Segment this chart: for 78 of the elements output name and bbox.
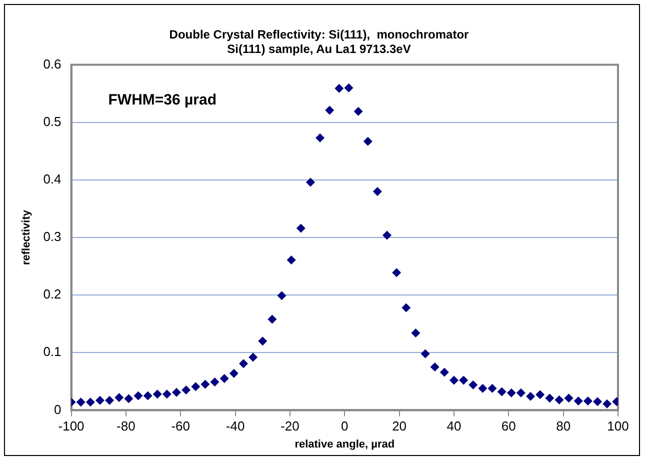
y-tick-label: 0: [54, 402, 62, 417]
point: [372, 186, 382, 196]
point: [191, 382, 200, 392]
x-tick-label: 40: [446, 418, 462, 434]
x-tick-label: -60: [171, 418, 190, 434]
point: [488, 384, 497, 393]
point: [420, 349, 430, 358]
y-tick-label: 0.1: [43, 344, 62, 360]
point: [306, 178, 315, 187]
point: [545, 394, 554, 403]
point: [229, 368, 238, 378]
y-tick-label: 0.6: [43, 56, 62, 72]
point: [286, 255, 296, 264]
x-tick-label: 0: [341, 418, 348, 434]
x-axis-title: relative angle, µrad: [294, 438, 395, 450]
point: [86, 398, 95, 407]
point: [468, 380, 478, 390]
point: [325, 106, 334, 115]
point: [440, 368, 449, 377]
point: [152, 390, 162, 399]
point: [564, 394, 574, 403]
point: [536, 390, 545, 400]
point: [296, 224, 306, 233]
x-tick-label: 100: [607, 418, 629, 434]
point: [220, 374, 229, 384]
y-tick-label: 0.2: [43, 286, 62, 302]
point: [506, 388, 516, 398]
point: [258, 336, 268, 346]
point: [583, 396, 592, 406]
point: [592, 397, 602, 406]
x-tick-label: -40: [226, 418, 245, 434]
point: [478, 384, 488, 393]
point: [76, 398, 86, 407]
point: [268, 314, 277, 324]
point: [354, 106, 363, 116]
annotation: FWHM=36 µrad: [108, 91, 217, 108]
point: [344, 83, 354, 92]
point: [114, 393, 124, 402]
y-axis-title: reflectivity: [20, 209, 33, 266]
chart-title: Double Crystal Reflectivity: Si(111), monochromator Si(111) sample, Au La1 9713.3eV: [169, 28, 470, 56]
point: [143, 391, 152, 400]
x-tick-label: -20: [280, 418, 300, 434]
y-tick-label: 0.5: [43, 114, 62, 129]
point: [554, 395, 564, 404]
x-tick-label: -100: [58, 418, 84, 434]
point: [124, 394, 134, 404]
point: [277, 291, 286, 300]
point: [334, 84, 344, 93]
point: [402, 303, 411, 312]
point: [459, 376, 468, 385]
point: [105, 396, 114, 405]
point: [497, 387, 506, 396]
point: [172, 388, 182, 397]
x-tick-label: 60: [501, 418, 516, 434]
point: [382, 230, 392, 240]
point: [449, 376, 458, 385]
x-tick-label: 20: [392, 418, 407, 434]
point: [526, 392, 536, 401]
point: [430, 362, 440, 372]
x-tick-label: 80: [556, 418, 571, 434]
point: [95, 396, 104, 405]
point: [200, 380, 210, 389]
x-tick-label: -80: [116, 418, 136, 434]
y-tick-label: 0.3: [43, 229, 62, 244]
point: [248, 352, 258, 362]
point: [210, 377, 220, 386]
y-tick-label: 0.4: [43, 172, 62, 187]
point: [162, 390, 172, 399]
point: [182, 386, 191, 395]
point: [392, 268, 402, 278]
point: [516, 388, 526, 398]
point: [134, 391, 143, 400]
point: [411, 328, 420, 338]
point: [238, 359, 248, 368]
point: [602, 399, 612, 408]
point: [574, 396, 583, 406]
point: [363, 136, 372, 146]
point: [316, 133, 325, 142]
